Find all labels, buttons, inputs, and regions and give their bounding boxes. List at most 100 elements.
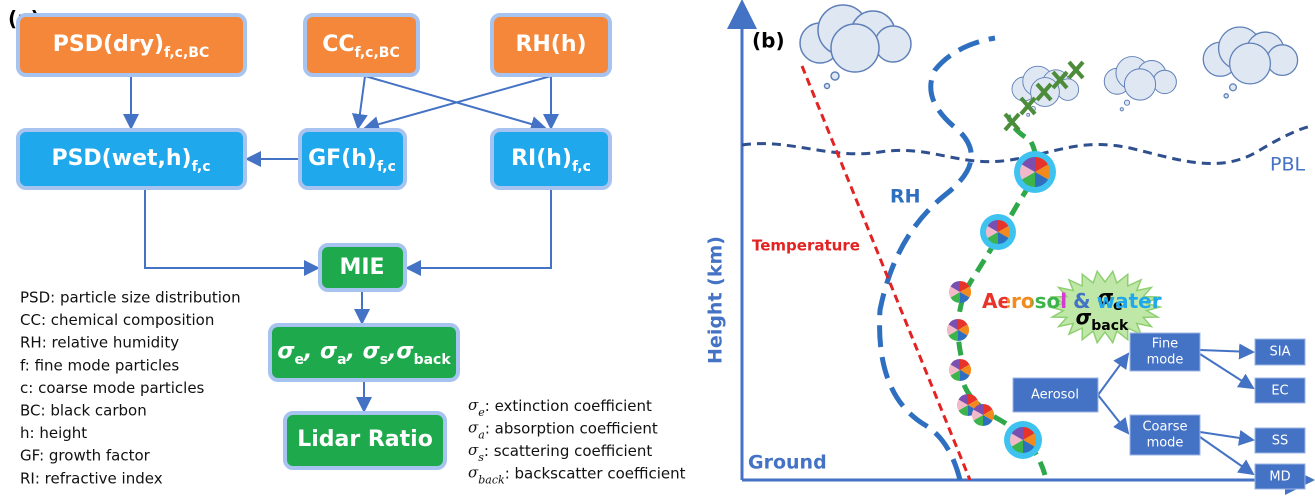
pie-slice	[1023, 427, 1035, 440]
cloud-dot	[1223, 93, 1229, 99]
pie-slice	[983, 409, 995, 421]
node-label: PSD(dry)f,c,BC	[53, 32, 210, 61]
node-label: CCf,c,BC	[322, 32, 400, 61]
pie-slice	[960, 364, 972, 376]
pie-slice	[1035, 157, 1048, 172]
pie-slice	[948, 286, 960, 298]
cloud-dot	[830, 71, 840, 81]
node-main: GF(h)	[308, 146, 377, 171]
pie-slice	[948, 319, 958, 330]
node-part: σ	[277, 339, 295, 364]
coef-text: : extinction coefficient	[485, 397, 652, 415]
pie-slice	[972, 409, 983, 421]
ground-label: Ground	[748, 452, 827, 474]
tree-label: Aerosol	[1031, 388, 1079, 403]
sigma-sym: σ	[1097, 285, 1113, 309]
pie-slice	[1022, 157, 1035, 172]
node-part: a	[337, 352, 346, 368]
tree-box	[1254, 338, 1306, 366]
abbreviation-list: PSD: particle size distribution CC: chemi…	[20, 289, 241, 488]
temperature-line	[800, 65, 972, 481]
coefficient: σa: absorption coefficient	[468, 419, 658, 442]
cloud-puff	[1152, 69, 1177, 95]
pie-slice	[958, 405, 968, 416]
tree-label: EC	[1271, 384, 1288, 399]
cross	[1019, 96, 1037, 116]
node-sub: f,c,BC	[355, 45, 400, 61]
cross	[1035, 82, 1053, 102]
cloud-dot	[1228, 83, 1238, 92]
node-box	[298, 128, 407, 190]
node-part: e	[294, 352, 304, 368]
abbreviation: c: coarse mode particles	[20, 379, 205, 397]
pie-slice	[998, 232, 1009, 244]
node-main: RI(h)	[511, 146, 572, 171]
panel-a: (a) PSD(dry)f,c,BC CCf,c,BC RH(h) PSD(we…	[8, 7, 686, 488]
node-sub: f,c	[192, 159, 211, 175]
sigma-back: σback	[1076, 305, 1129, 335]
coef-sub: s	[478, 451, 484, 464]
pie-slice	[1010, 433, 1023, 447]
sigma-e: σe	[1097, 285, 1122, 315]
coef-text: : backscatter coefficient	[505, 464, 686, 482]
aerosol-word: Aerosol	[982, 289, 1067, 313]
node-boxes	[16, 13, 612, 470]
cloud-dot	[1026, 112, 1031, 117]
node-box	[490, 128, 612, 190]
node-box	[490, 13, 612, 77]
pie-slice	[983, 415, 993, 426]
pie-slice	[973, 415, 983, 426]
water-word: water	[1097, 289, 1162, 313]
aerosol-tree: Aerosol Fine mode Coarse mode SIA EC SS …	[1012, 332, 1306, 490]
rh-curve	[877, 35, 996, 481]
coef-sub: a	[478, 428, 485, 441]
coefficient: σback: backscatter coefficient	[468, 464, 686, 487]
cloud	[1103, 56, 1177, 112]
pie-slice	[1035, 172, 1048, 187]
coef-text: : absorption coefficient	[485, 419, 658, 437]
sigma-sym: σ	[1076, 305, 1092, 329]
pie-slice	[950, 292, 960, 303]
tree-box	[1129, 332, 1201, 372]
pie-slice	[987, 232, 998, 244]
node-label: RH(h)	[515, 32, 586, 57]
pbl-line	[741, 124, 1313, 166]
coef-sym: σ	[468, 396, 479, 414]
abbreviation: RH: relative humidity	[20, 334, 179, 352]
cross	[1051, 70, 1069, 90]
coef-sub: back	[478, 473, 505, 486]
node-box	[318, 243, 407, 292]
node-part: back	[414, 352, 452, 368]
abbreviation: GF: growth factor	[20, 447, 151, 465]
coef-sym: σ	[468, 419, 479, 437]
node-part: , σ	[346, 339, 381, 364]
node-sub: f,c,BC	[164, 45, 209, 61]
pie-slice	[998, 220, 1009, 232]
abbreviation: RI: refractive index	[20, 469, 163, 487]
pie-slice	[987, 220, 998, 232]
node-part: , σ	[303, 339, 338, 364]
clouds	[799, 4, 1299, 117]
node-main: PSD(wet,h)	[51, 146, 191, 171]
pie-slice	[960, 359, 970, 370]
panel-b: (b) Height (km) Ground PBL RH Temperatur…	[705, 0, 1315, 495]
tree-box	[1012, 377, 1099, 413]
abbreviation: f: fine mode particles	[20, 356, 179, 374]
node-label: MIE	[339, 255, 384, 280]
node-label: GF(h)f,c	[308, 146, 396, 175]
node-box	[283, 411, 447, 470]
coefficient: σs: scattering coefficient	[468, 441, 652, 464]
pie-slice	[960, 292, 970, 303]
pbl-label: PBL	[1270, 154, 1305, 176]
pie-slice	[956, 399, 968, 411]
cloud-puff	[1228, 42, 1272, 85]
pie-slice	[950, 281, 960, 292]
pie-slice	[1011, 440, 1023, 453]
node-box	[303, 13, 420, 77]
tree-label: SS	[1272, 434, 1289, 449]
pie-slice	[1023, 433, 1036, 447]
tree-box	[1254, 463, 1306, 490]
pie-slice	[948, 364, 960, 376]
panel-label: (b)	[752, 29, 785, 53]
